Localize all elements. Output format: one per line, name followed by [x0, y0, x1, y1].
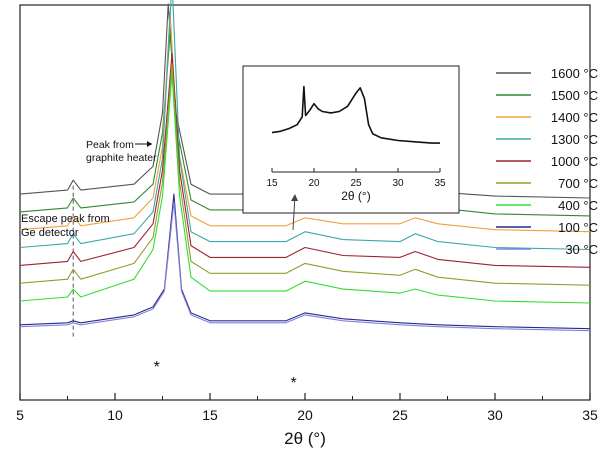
x-tick-label: 5 — [16, 407, 24, 423]
series-line-30c — [19, 201, 591, 332]
x-tick-label: 30 — [487, 407, 503, 423]
series-line-1300c — [19, 0, 591, 251]
inset-series-line — [271, 85, 440, 144]
x-tick-label: 35 — [582, 407, 598, 423]
legend-label: 1600 °C — [551, 66, 598, 81]
annotation-graphite-arrowhead — [147, 141, 152, 147]
series-line-1400c — [19, 11, 591, 233]
inset-x-tick-label: 25 — [350, 178, 362, 189]
legend-label: 1300 °C — [551, 132, 598, 147]
annotation-graphite-line2: graphite heater — [86, 152, 157, 164]
series-line-400c — [19, 72, 591, 304]
legend-label: 1500 °C — [551, 88, 598, 103]
series-line-700c — [19, 62, 591, 286]
series-line-100c — [19, 193, 591, 330]
inset-x-tick-label: 30 — [392, 178, 404, 189]
legend-label: 1400 °C — [551, 110, 598, 125]
legend-label: 1000 °C — [551, 154, 598, 169]
series-line-1000c — [19, 52, 591, 268]
annotation-escape-line1: Escape peak from — [21, 213, 110, 225]
inset-connector-arrowhead — [291, 194, 298, 201]
x-tick-label: 10 — [107, 407, 123, 423]
legend-label: 700 °C — [558, 176, 598, 191]
x-axis-label: 2θ (°) — [284, 429, 326, 448]
inset-x-tick-label: 15 — [266, 178, 278, 189]
inset-x-axis-label: 2θ (°) — [341, 189, 370, 203]
x-tick-label: 25 — [392, 407, 408, 423]
x-tick-label: 20 — [297, 407, 313, 423]
x-tick-label: 15 — [202, 407, 218, 423]
inset-frame — [242, 65, 460, 214]
annotation-escape-line2: Ge detector — [21, 227, 79, 239]
annotation-graphite-line1: Peak from — [86, 139, 134, 151]
legend-label: 30 °C — [565, 242, 598, 257]
annotation-star-1: * — [154, 359, 160, 376]
legend-label: 100 °C — [558, 220, 598, 235]
legend-label: 400 °C — [558, 198, 598, 213]
annotation-star-2: * — [290, 375, 296, 392]
inset-x-tick-label: 35 — [434, 178, 446, 189]
inset-x-tick-label: 20 — [308, 178, 320, 189]
